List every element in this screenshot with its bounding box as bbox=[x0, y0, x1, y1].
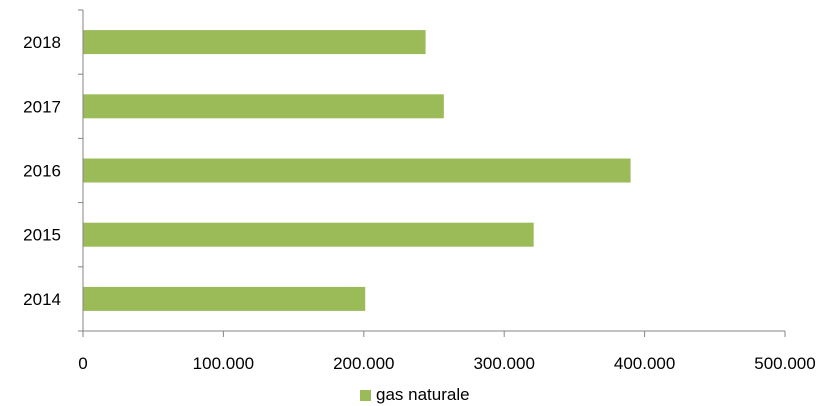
bar-2016 bbox=[83, 158, 631, 183]
x-tick-label: 200.000 bbox=[333, 354, 394, 373]
legend: gas naturale bbox=[360, 384, 470, 406]
x-tick-label: 400.000 bbox=[614, 354, 675, 373]
x-tick-label: 100.000 bbox=[193, 354, 254, 373]
bar-2015 bbox=[83, 222, 534, 247]
x-tick-label: 500.000 bbox=[754, 354, 815, 373]
bars-group bbox=[83, 30, 631, 311]
x-axis-ticks: 0 100.000 200.000 300.000 400.000 500.000 bbox=[78, 331, 816, 373]
bar-2018 bbox=[83, 30, 426, 55]
y-tick-label: 2017 bbox=[23, 97, 61, 116]
x-tick-label: 0 bbox=[78, 354, 87, 373]
y-tick-label: 2016 bbox=[23, 162, 61, 181]
legend-swatch bbox=[360, 389, 371, 401]
bar-2017 bbox=[83, 94, 444, 119]
y-tick-label: 2015 bbox=[23, 226, 61, 245]
y-axis-ticks: 2014 2015 2016 2017 2018 bbox=[23, 9, 83, 332]
x-tick-label: 300.000 bbox=[473, 354, 534, 373]
y-tick-label: 2014 bbox=[23, 290, 61, 309]
legend-label: gas naturale bbox=[376, 385, 470, 404]
y-tick-label: 2018 bbox=[23, 33, 61, 52]
bar-2014 bbox=[83, 286, 366, 311]
